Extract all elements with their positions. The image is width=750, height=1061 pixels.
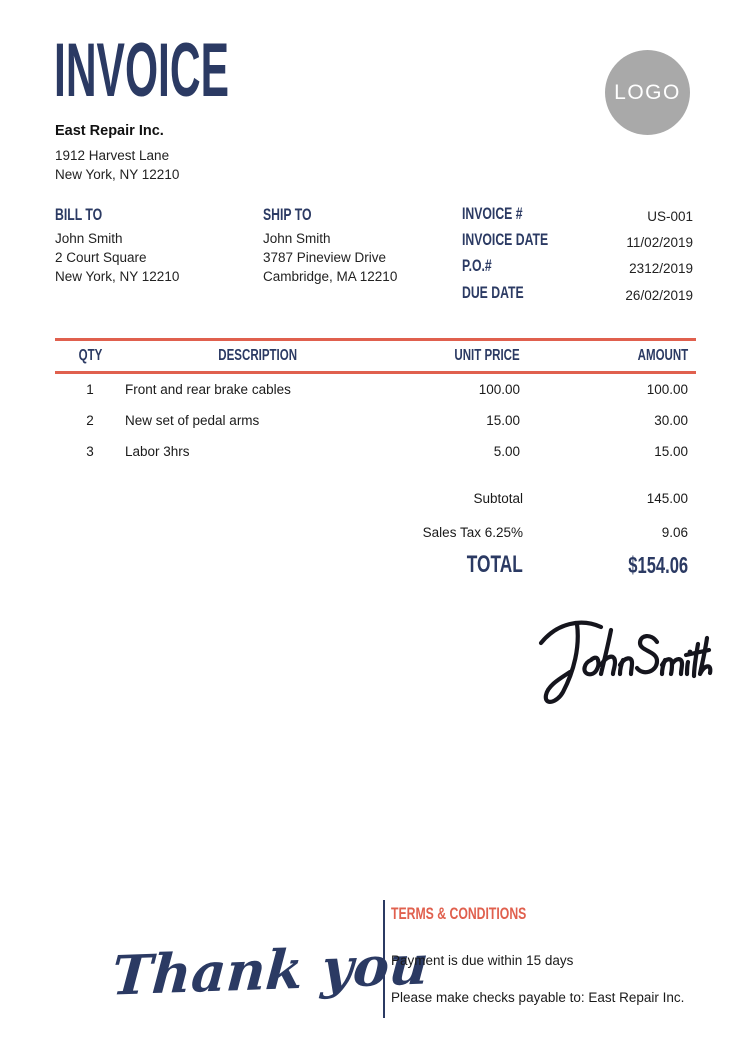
item-amount: 15.00: [654, 444, 688, 459]
table-top-rule: [55, 338, 696, 341]
item-qty: 2: [86, 413, 94, 428]
table-row: 3 Labor 3hrs 5.00 15.00: [55, 436, 696, 467]
total-label: TOTAL: [467, 551, 523, 578]
item-amount: 100.00: [646, 382, 688, 397]
invoice-number-label: INVOICE #: [462, 204, 523, 223]
terms-heading: TERMS & CONDITIONS: [391, 904, 527, 923]
due-date-label: DUE DATE: [462, 283, 524, 302]
terms-line: Payment is due within 15 days: [391, 953, 574, 968]
item-unit-price: 15.00: [486, 413, 520, 428]
item-description: New set of pedal arms: [125, 413, 260, 428]
ship-to-line: John Smith: [263, 231, 331, 246]
company-block: East Repair Inc. 1912 Harvest Lane New Y…: [55, 123, 179, 184]
qty-header: QTY: [78, 347, 102, 364]
terms-line: Please make checks payable to: East Repa…: [391, 990, 685, 1005]
page-title: INVOICE: [54, 28, 229, 113]
logo-text: LOGO: [614, 80, 681, 104]
bill-to-heading: BILL TO: [55, 205, 103, 224]
item-unit-price: 100.00: [478, 382, 520, 397]
bill-to-line: 2 Court Square: [55, 250, 147, 265]
invoice-date-label: INVOICE DATE: [462, 230, 549, 249]
ship-to-line: 3787 Pineview Drive: [263, 250, 387, 265]
bill-to-line: New York, NY 12210: [55, 269, 180, 284]
ship-to-heading: SHIP TO: [263, 205, 312, 224]
signature: [538, 620, 713, 704]
item-unit-price: 5.00: [493, 444, 520, 459]
item-qty: 3: [86, 444, 94, 459]
subtotal-label: Subtotal: [473, 491, 523, 506]
description-header: DESCRIPTION: [218, 347, 297, 364]
subtotal-value: 145.00: [646, 491, 688, 506]
company-name: East Repair Inc.: [55, 123, 164, 139]
po-number-value: 2312/2019: [629, 261, 693, 276]
logo-placeholder: LOGO: [605, 50, 690, 135]
sales-tax-value: 9.06: [661, 525, 688, 540]
item-description: Front and rear brake cables: [125, 382, 291, 397]
unit-price-header: UNIT PRICE: [454, 347, 520, 364]
table-row: 2 New set of pedal arms 15.00 30.00: [55, 405, 696, 436]
invoice-date-value: 11/02/2019: [626, 235, 693, 250]
company-address-line: New York, NY 12210: [55, 167, 180, 182]
po-number-label: P.O.#: [462, 256, 492, 275]
terms-divider: [383, 900, 385, 1018]
total-value: $154.06: [628, 552, 688, 578]
bill-to-address: John Smith 2 Court Square New York, NY 1…: [55, 229, 179, 286]
due-date-value: 26/02/2019: [625, 288, 693, 303]
table-row: 1 Front and rear brake cables 100.00 100…: [55, 374, 696, 405]
item-description: Labor 3hrs: [125, 444, 190, 459]
sales-tax-label: Sales Tax 6.25%: [422, 525, 523, 540]
amount-header: AMOUNT: [637, 347, 688, 364]
items-table: QTY DESCRIPTION UNIT PRICE AMOUNT 1 Fron…: [55, 338, 696, 467]
table-header-row: QTY DESCRIPTION UNIT PRICE AMOUNT: [55, 341, 696, 371]
bill-to-line: John Smith: [55, 231, 123, 246]
company-address-line: 1912 Harvest Lane: [55, 148, 170, 163]
item-amount: 30.00: [654, 413, 688, 428]
invoice-number-value: US-001: [647, 209, 693, 224]
ship-to-line: Cambridge, MA 12210: [263, 269, 398, 284]
ship-to-address: John Smith 3787 Pineview Drive Cambridge…: [263, 229, 397, 286]
item-qty: 1: [86, 382, 94, 397]
table-header-rule: [55, 371, 696, 374]
